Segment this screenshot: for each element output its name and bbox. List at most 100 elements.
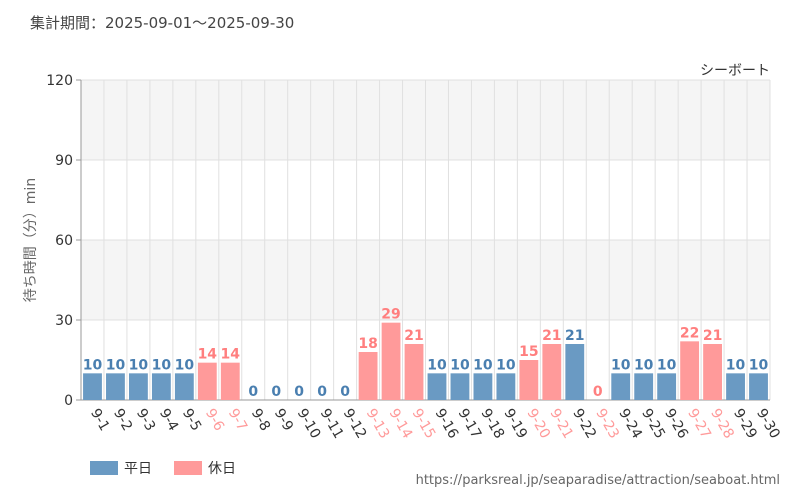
x-tick-label: 9-9 bbox=[271, 406, 296, 434]
x-tick-label: 9-25 bbox=[638, 406, 668, 442]
bar-value-label: 10 bbox=[175, 357, 195, 373]
x-tick-label: 9-27 bbox=[684, 406, 714, 442]
bar-value-label: 0 bbox=[317, 384, 327, 400]
y-tick-label: 120 bbox=[46, 73, 73, 89]
bar-value-label: 10 bbox=[657, 357, 677, 373]
bar bbox=[450, 373, 470, 400]
x-tick-label: 9-6 bbox=[202, 406, 227, 434]
bar bbox=[680, 341, 700, 400]
bar-value-label: 10 bbox=[634, 357, 654, 373]
bar-value-label: 10 bbox=[611, 357, 631, 373]
y-tick-label: 90 bbox=[55, 153, 73, 169]
y-tick-label: 30 bbox=[55, 313, 73, 329]
bar bbox=[703, 344, 722, 400]
x-tick-label: 9-30 bbox=[753, 406, 783, 442]
bar bbox=[197, 362, 217, 400]
x-tick-label: 9-11 bbox=[317, 406, 347, 442]
x-tick-label: 9-22 bbox=[569, 406, 599, 442]
bar-value-label: 10 bbox=[427, 357, 447, 373]
bar-value-label: 0 bbox=[294, 384, 304, 400]
bar bbox=[565, 344, 585, 400]
x-tick-label: 9-3 bbox=[133, 406, 158, 434]
legend: 平日 休日 bbox=[90, 458, 258, 478]
bars bbox=[83, 322, 768, 400]
bar-value-label: 10 bbox=[450, 357, 470, 373]
legend-item-holiday: 休日 bbox=[174, 458, 236, 478]
bar-value-label: 10 bbox=[473, 357, 493, 373]
bar bbox=[129, 373, 148, 400]
bar bbox=[174, 373, 194, 400]
bar-value-label: 0 bbox=[340, 384, 350, 400]
y-tick-label: 0 bbox=[64, 393, 73, 409]
x-tick-label: 9-28 bbox=[707, 406, 737, 442]
bar-value-label: 10 bbox=[129, 357, 149, 373]
bar bbox=[657, 373, 677, 400]
bar bbox=[358, 352, 378, 400]
bar-value-label: 10 bbox=[152, 357, 172, 373]
bar-value-label: 10 bbox=[726, 357, 746, 373]
bar-value-label: 21 bbox=[703, 328, 722, 344]
x-tick-label: 9-13 bbox=[363, 406, 393, 442]
x-tick-label: 9-19 bbox=[500, 406, 530, 442]
bar bbox=[83, 373, 102, 400]
bar-value-label: 21 bbox=[404, 328, 423, 344]
x-tick-label: 9-24 bbox=[615, 406, 645, 442]
bar bbox=[496, 373, 516, 400]
bar bbox=[106, 373, 125, 400]
x-tick-label: 9-7 bbox=[225, 406, 250, 434]
bar-value-label: 14 bbox=[221, 347, 241, 363]
chart-title: シーボート bbox=[700, 63, 770, 79]
legend-label-weekday: 平日 bbox=[124, 461, 152, 477]
x-tick-label: 9-18 bbox=[477, 406, 507, 442]
x-tick-label: 9-5 bbox=[179, 406, 204, 434]
legend-label-holiday: 休日 bbox=[208, 461, 236, 477]
bar bbox=[542, 344, 562, 400]
bar bbox=[151, 373, 171, 400]
source-url[interactable]: https://parksreal.jp/seaparadise/attract… bbox=[415, 473, 780, 488]
bar bbox=[427, 373, 447, 400]
x-tick-label: 9-12 bbox=[340, 406, 370, 442]
bar-value-label: 10 bbox=[749, 357, 769, 373]
period-label: 集計期間：2025-09-01～2025-09-30 bbox=[30, 14, 295, 32]
bar-value-label: 15 bbox=[519, 344, 538, 360]
bar-value-label: 22 bbox=[680, 325, 699, 341]
x-tick-label: 9-21 bbox=[546, 406, 576, 442]
x-tick-label: 9-4 bbox=[156, 406, 181, 434]
bar-value-label: 0 bbox=[248, 384, 258, 400]
bar bbox=[519, 360, 539, 400]
bar-value-label: 29 bbox=[381, 307, 400, 323]
x-tick-label: 9-15 bbox=[409, 406, 439, 442]
x-tick-label: 9-10 bbox=[294, 406, 324, 442]
bar bbox=[404, 344, 424, 400]
x-tick-label: 9-23 bbox=[592, 406, 622, 442]
x-tick-label: 9-29 bbox=[730, 406, 760, 442]
bar-value-label: 0 bbox=[271, 384, 281, 400]
bar bbox=[473, 373, 493, 400]
x-tick-labels: 9-19-29-39-49-59-69-79-89-99-109-119-129… bbox=[87, 406, 783, 442]
bar bbox=[611, 373, 631, 400]
legend-item-weekday: 平日 bbox=[90, 458, 152, 478]
bar bbox=[634, 373, 654, 400]
legend-swatch-weekday bbox=[90, 461, 118, 475]
bar bbox=[726, 373, 745, 400]
x-tick-label: 9-2 bbox=[110, 406, 135, 434]
x-tick-label: 9-17 bbox=[454, 406, 484, 442]
x-tick-label: 9-26 bbox=[661, 406, 691, 442]
x-tick-label: 9-1 bbox=[87, 406, 112, 434]
bar-value-label: 10 bbox=[83, 357, 103, 373]
bar-value-label: 21 bbox=[565, 328, 584, 344]
bar-value-label: 0 bbox=[593, 384, 603, 400]
bar-value-label: 14 bbox=[198, 347, 218, 363]
x-tick-label: 9-16 bbox=[432, 406, 462, 442]
x-tick-label: 9-20 bbox=[523, 406, 553, 442]
x-tick-label: 9-8 bbox=[248, 406, 273, 434]
bar bbox=[381, 322, 401, 400]
bar bbox=[749, 373, 768, 400]
bar-value-label: 18 bbox=[358, 336, 377, 352]
bar-value-label: 21 bbox=[542, 328, 561, 344]
y-tick-label: 60 bbox=[55, 233, 73, 249]
bar-value-label: 10 bbox=[106, 357, 126, 373]
bar bbox=[220, 362, 240, 400]
